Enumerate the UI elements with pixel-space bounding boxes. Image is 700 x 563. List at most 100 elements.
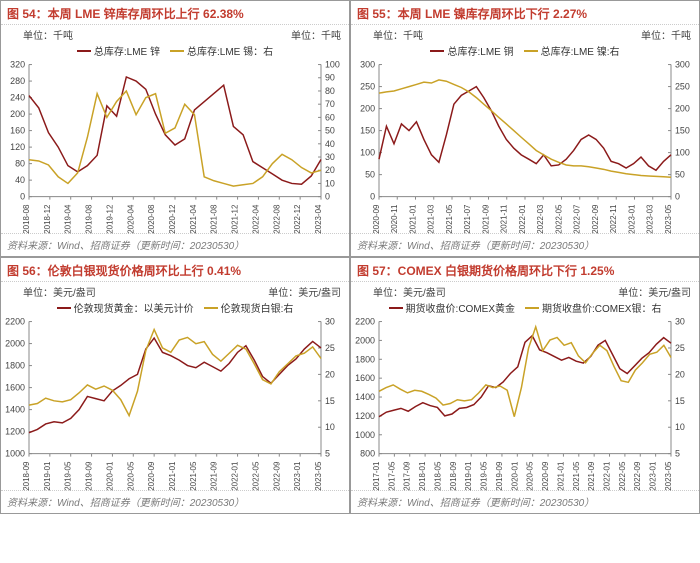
chart-plot: 8001000120014001600180020002200510152025… (351, 315, 699, 490)
svg-text:2019-09: 2019-09 (85, 461, 94, 491)
panel-title: 图 55：本周 LME 镍库存周环比下行 2.27% (351, 1, 699, 25)
svg-text:250: 250 (675, 82, 690, 92)
chart-panel-fig56: 图 56：伦敦白银现货价格周环比上行 0.41%单位：美元/盎司单位：美元/盎司… (0, 257, 350, 514)
svg-text:20: 20 (675, 369, 685, 379)
svg-text:40: 40 (15, 175, 25, 185)
unit-left: 单位：千吨 (373, 27, 423, 42)
svg-text:2020-11: 2020-11 (390, 204, 399, 233)
svg-text:160: 160 (10, 126, 25, 136)
svg-text:2022-07: 2022-07 (573, 204, 582, 234)
unit-left: 单位：美元/盎司 (373, 284, 446, 299)
svg-text:2020-09: 2020-09 (372, 204, 381, 234)
svg-text:2020-04: 2020-04 (126, 204, 135, 234)
svg-text:2022-03: 2022-03 (536, 204, 545, 234)
svg-text:2021-12: 2021-12 (231, 204, 240, 234)
svg-text:200: 200 (10, 109, 25, 119)
svg-text:2018-12: 2018-12 (43, 204, 52, 234)
svg-text:2019-08: 2019-08 (85, 204, 94, 234)
svg-text:2023-05: 2023-05 (664, 204, 673, 234)
legend-swatch (430, 50, 444, 52)
svg-text:60: 60 (325, 112, 335, 122)
svg-text:120: 120 (10, 142, 25, 152)
svg-text:2022-04: 2022-04 (251, 204, 260, 234)
svg-text:800: 800 (360, 449, 375, 459)
svg-text:2019-12: 2019-12 (105, 204, 114, 234)
svg-text:2020-05: 2020-05 (126, 461, 135, 491)
svg-text:2019-01: 2019-01 (464, 461, 473, 491)
svg-text:2022-09: 2022-09 (272, 461, 281, 491)
panel-title: 图 56：伦敦白银现货价格周环比上行 0.41% (1, 258, 349, 282)
legend-label: 总库存:LME 铜 (447, 43, 513, 58)
svg-text:2019-09: 2019-09 (495, 461, 504, 491)
unit-left: 单位：千吨 (23, 27, 73, 42)
legend-item: 总库存:LME 锌 (77, 43, 160, 58)
legend-label: 总库存:LME 镍:右 (541, 43, 620, 58)
svg-text:2022-09: 2022-09 (633, 461, 642, 491)
chart-grid: 图 54：本周 LME 锌库存周环比上行 62.38%单位：千吨单位：千吨总库存… (0, 0, 700, 514)
svg-text:2021-04: 2021-04 (189, 204, 198, 234)
svg-text:300: 300 (675, 60, 690, 70)
svg-text:2021-09: 2021-09 (210, 461, 219, 491)
svg-text:2021-03: 2021-03 (427, 204, 436, 234)
svg-text:2020-01: 2020-01 (105, 461, 114, 491)
svg-text:2019-05: 2019-05 (64, 461, 73, 491)
legend-label: 期货收盘价:COMEX银：右 (542, 300, 661, 315)
svg-text:2200: 2200 (355, 317, 375, 327)
svg-text:40: 40 (325, 139, 335, 149)
legend-swatch (170, 50, 184, 52)
legend-label: 总库存:LME 锡：右 (187, 43, 273, 58)
svg-text:2022-01: 2022-01 (231, 461, 240, 491)
svg-text:2022-01: 2022-01 (518, 204, 527, 234)
svg-text:1200: 1200 (355, 411, 375, 421)
legend-item: 期货收盘价:COMEX银：右 (525, 300, 661, 315)
legend-swatch (525, 307, 539, 309)
svg-text:2018-08: 2018-08 (22, 204, 31, 234)
unit-row: 单位：美元/盎司单位：美元/盎司 (1, 282, 349, 299)
legend-label: 总库存:LME 锌 (94, 43, 160, 58)
svg-text:2020-09: 2020-09 (147, 461, 156, 491)
panel-title: 图 54：本周 LME 锌库存周环比上行 62.38% (1, 1, 349, 25)
svg-text:2018-09: 2018-09 (22, 461, 31, 491)
unit-row: 单位：千吨单位：千吨 (1, 25, 349, 42)
svg-text:15: 15 (675, 396, 685, 406)
svg-text:2023-01: 2023-01 (649, 461, 658, 491)
svg-text:2020-08: 2020-08 (147, 204, 156, 234)
svg-text:50: 50 (675, 170, 685, 180)
svg-text:2022-08: 2022-08 (272, 204, 281, 234)
svg-text:2000: 2000 (355, 335, 375, 345)
svg-text:2022-11: 2022-11 (609, 204, 618, 233)
source-line: 资料来源：Wind、招商证券（更新时间：20230530） (1, 233, 349, 256)
legend-label: 期货收盘价:COMEX黄金 (406, 300, 515, 315)
svg-text:1800: 1800 (355, 354, 375, 364)
svg-text:15: 15 (325, 396, 335, 406)
svg-text:2022-05: 2022-05 (251, 461, 260, 491)
svg-text:2022-12: 2022-12 (293, 204, 302, 234)
svg-text:80: 80 (325, 86, 335, 96)
svg-text:2018-09: 2018-09 (449, 461, 458, 491)
svg-text:1600: 1600 (5, 383, 25, 393)
svg-text:100: 100 (360, 148, 375, 158)
svg-text:2021-01: 2021-01 (409, 204, 418, 234)
svg-text:5: 5 (675, 449, 680, 459)
svg-text:2022-05: 2022-05 (618, 461, 627, 491)
unit-right: 单位：美元/盎司 (268, 284, 341, 299)
svg-text:2020-05: 2020-05 (526, 461, 535, 491)
legend-swatch (524, 50, 538, 52)
svg-text:2021-09: 2021-09 (587, 461, 596, 491)
svg-text:2021-07: 2021-07 (463, 204, 472, 234)
svg-text:2021-09: 2021-09 (482, 204, 491, 234)
chart-panel-fig57: 图 57：COMEX 白银期货价格周环比下行 1.25%单位：美元/盎司单位：美… (350, 257, 700, 514)
svg-text:0: 0 (370, 192, 375, 202)
legend-item: 伦敦现货黄金：以美元计价 (57, 300, 194, 315)
legend-item: 总库存:LME 锡：右 (170, 43, 273, 58)
svg-text:2021-05: 2021-05 (572, 461, 581, 491)
svg-text:200: 200 (675, 104, 690, 114)
legend-label: 伦敦现货白银:右 (221, 300, 294, 315)
svg-text:2021-05: 2021-05 (189, 461, 198, 491)
chart-plot: 0408012016020024028032001020304050607080… (1, 58, 349, 233)
svg-text:2023-05: 2023-05 (314, 461, 323, 491)
svg-text:2023-05: 2023-05 (664, 461, 673, 491)
svg-text:2023-01: 2023-01 (628, 204, 637, 234)
svg-text:2021-08: 2021-08 (210, 204, 219, 234)
svg-text:2017-01: 2017-01 (372, 461, 381, 491)
